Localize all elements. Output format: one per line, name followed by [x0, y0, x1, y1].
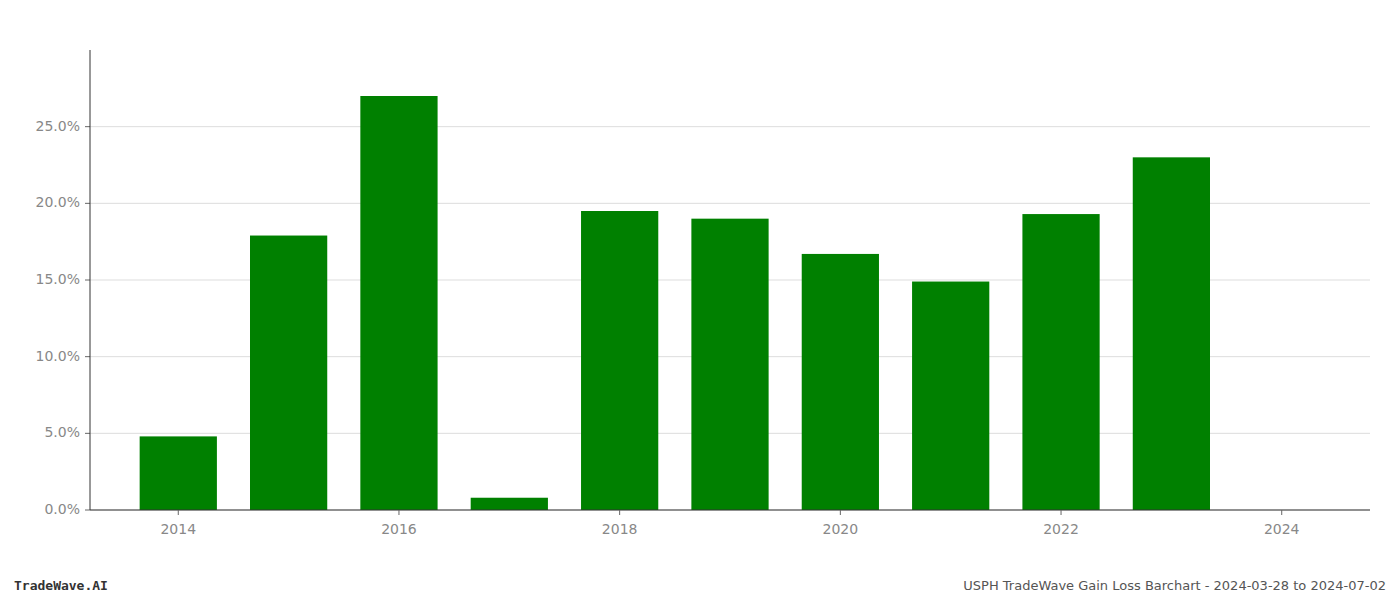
x-tick — [619, 510, 620, 515]
x-axis — [90, 510, 1370, 511]
y-tick-label: 20.0% — [36, 194, 80, 210]
x-tick-label: 2024 — [1264, 521, 1300, 537]
y-tick — [85, 433, 90, 434]
grid-line — [90, 126, 1370, 127]
background — [0, 0, 1400, 600]
y-tick — [85, 356, 90, 357]
bar — [802, 254, 879, 510]
y-tick — [85, 510, 90, 511]
bar — [1022, 214, 1099, 510]
bar — [1133, 157, 1210, 510]
x-tick — [840, 510, 841, 515]
y-tick — [85, 203, 90, 204]
grid-line — [90, 510, 1370, 511]
y-axis — [90, 50, 91, 510]
x-tick — [1281, 510, 1282, 515]
footer-right: USPH TradeWave Gain Loss Barchart - 2024… — [963, 578, 1386, 593]
y-tick-label: 10.0% — [36, 348, 80, 364]
bar — [250, 236, 327, 510]
bar — [581, 211, 658, 510]
x-tick — [178, 510, 179, 515]
y-tick-label: 25.0% — [36, 118, 80, 134]
grid — [90, 127, 1370, 510]
x-tick-label: 2018 — [602, 521, 638, 537]
y-tick — [85, 126, 90, 127]
bar — [360, 96, 437, 510]
bar — [691, 219, 768, 510]
x-tick-label: 2020 — [823, 521, 859, 537]
y-tick — [85, 280, 90, 281]
x-tick-label: 2022 — [1043, 521, 1079, 537]
chart: 0.0% 5.0% 10.0% 15.0% 20.0% 25.0% 2014 2016 2018… — [0, 0, 1400, 600]
y-tick-label: 15.0% — [36, 271, 80, 287]
y-tick-label: 5.0% — [44, 424, 80, 440]
bar — [471, 498, 548, 510]
x-tick-label: 2016 — [381, 521, 417, 537]
footer-left: TradeWave.AI — [14, 578, 108, 593]
y-tick-label: 0.0% — [44, 501, 80, 517]
bars — [140, 96, 1210, 510]
x-tick-label: 2014 — [160, 521, 196, 537]
bar — [912, 282, 989, 510]
x-tick — [398, 510, 399, 515]
x-tick — [1061, 510, 1062, 515]
bar — [140, 436, 217, 510]
